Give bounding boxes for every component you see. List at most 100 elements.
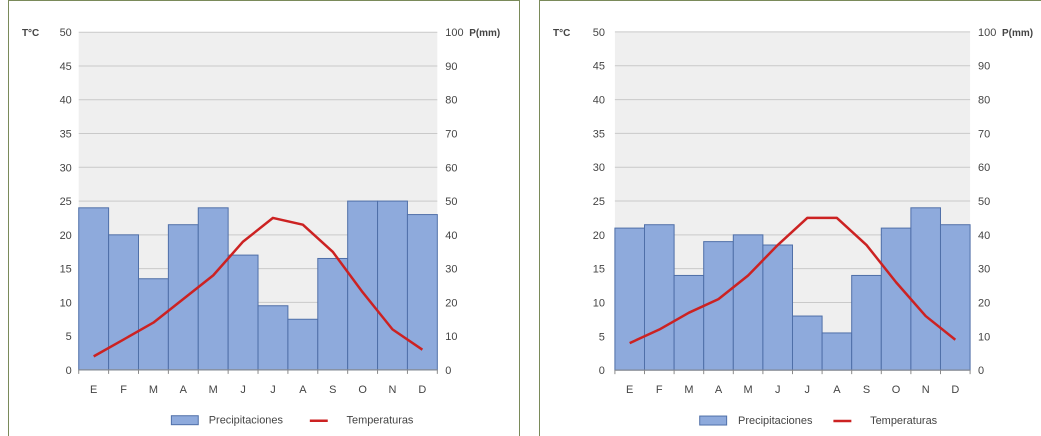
- precip-bar: [851, 274, 882, 371]
- left-axis-tick-label: 15: [593, 264, 605, 276]
- precip-bar: [673, 274, 705, 371]
- precip-bar: [287, 318, 319, 371]
- precip-bar: [167, 224, 199, 371]
- right-axis-tick-label: 30: [978, 264, 990, 276]
- right-axis-tick-label: 60: [978, 162, 990, 174]
- left-axis-tick-label: 35: [593, 128, 605, 140]
- x-category-label: S: [863, 384, 870, 396]
- left-axis-label: T°C: [553, 28, 570, 39]
- precip-bar: [939, 224, 971, 371]
- precip-bar: [197, 207, 229, 371]
- right-axis-tick-label: 20: [978, 297, 990, 309]
- precip-bar: [317, 257, 349, 371]
- legend-temp-label: Temperaturas: [347, 415, 414, 427]
- left-axis-tick-label: 15: [60, 264, 72, 276]
- x-category-label: E: [626, 384, 633, 396]
- left-axis-tick-label: 40: [593, 95, 605, 107]
- x-category-label: F: [120, 384, 127, 396]
- right-axis-tick-label: 100: [978, 27, 996, 39]
- precip-bar: [78, 207, 110, 371]
- precip-bar: [880, 227, 912, 371]
- precip-bar: [644, 224, 675, 371]
- x-category-label: A: [180, 384, 188, 396]
- right-axis-tick-label: 0: [978, 365, 984, 377]
- right-axis-tick-label: 50: [978, 196, 990, 208]
- x-category-label: D: [951, 384, 959, 396]
- legend-precip-swatch: [170, 415, 199, 426]
- left-axis-tick-label: 20: [593, 230, 605, 242]
- x-category-label: M: [149, 384, 158, 396]
- left-axis-tick-label: 20: [60, 230, 72, 242]
- right-axis-tick-label: 40: [978, 230, 990, 242]
- left-axis-tick-label: 5: [66, 331, 72, 343]
- right-axis-tick-label: 80: [978, 95, 990, 107]
- right-axis-tick-label: 90: [978, 61, 990, 73]
- legend-precip-label: Precipitaciones: [738, 415, 813, 427]
- left-axis-tick-label: 45: [60, 61, 72, 73]
- chart-svg-right: 0 5 10 15 20 25 30 35 40 45 50 0 10 20 30 40 50 60 70 80 90 1…: [553, 27, 1033, 427]
- precip-bar: [137, 278, 169, 371]
- precip-bar: [614, 227, 646, 371]
- right-axis-tick-label: 70: [978, 128, 990, 140]
- legend-precip-swatch: [699, 415, 728, 426]
- left-axis-tick-label: 25: [593, 196, 605, 208]
- x-category-label: M: [744, 384, 753, 396]
- x-category-label: A: [299, 384, 307, 396]
- x-category-label: J: [775, 384, 780, 396]
- precip-bar: [910, 207, 941, 371]
- temperature-line: [629, 216, 957, 345]
- left-axis-tick-label: 50: [593, 27, 605, 39]
- left-axis-tick-label: 50: [60, 27, 72, 39]
- climate-chart-right: 0 5 10 15 20 25 30 35 40 45 50 0 10 20 30 40 50 60 70 80 90 1…: [539, 0, 1041, 436]
- precip-bar: [732, 234, 764, 371]
- x-category-label: A: [715, 384, 723, 396]
- legend-precip-label: Precipitaciones: [209, 415, 284, 427]
- precip-bar: [762, 244, 793, 371]
- precip-bar: [821, 332, 853, 371]
- x-category-label: S: [329, 384, 336, 396]
- right-axis-tick-label: 70: [445, 129, 457, 141]
- x-category-label: J: [270, 384, 275, 396]
- legend-temp-label: Temperaturas: [870, 415, 938, 427]
- precip-bar: [703, 241, 734, 371]
- precip-bar: [108, 234, 139, 371]
- x-category-label: A: [833, 384, 841, 396]
- x-category-label: E: [90, 384, 97, 396]
- x-category-label: D: [418, 384, 426, 396]
- right-axis-tick-label: 10: [978, 331, 990, 343]
- precip-bar: [377, 200, 408, 371]
- right-axis-tick-label: 30: [445, 264, 457, 276]
- right-axis-tick-label: 90: [445, 61, 457, 73]
- precip-bar: [406, 214, 438, 371]
- x-category-label: N: [922, 384, 930, 396]
- left-axis-tick-label: 0: [599, 365, 605, 377]
- precip-bar: [257, 305, 289, 371]
- right-axis-tick-label: 100: [445, 27, 463, 39]
- chart-svg-left: 0 5 10 15 20 25 30 35 40 45 50 0 10 20 30 40 50 60 70 80 90 1…: [22, 27, 500, 427]
- x-category-label: N: [389, 384, 397, 396]
- precip-bar: [791, 315, 823, 371]
- left-axis-tick-label: 0: [66, 365, 72, 377]
- x-category-label: M: [209, 384, 218, 396]
- temperature-line: [93, 216, 424, 358]
- left-axis-label: T°C: [22, 28, 39, 39]
- x-category-label: O: [358, 384, 367, 396]
- right-axis-tick-label: 60: [445, 162, 457, 174]
- left-axis-tick-label: 40: [60, 95, 72, 107]
- left-axis-tick-label: 10: [593, 297, 605, 309]
- left-axis-tick-label: 30: [60, 162, 72, 174]
- right-axis-tick-label: 20: [445, 297, 457, 309]
- left-axis-tick-label: 25: [60, 196, 72, 208]
- x-category-label: M: [684, 384, 693, 396]
- precip-bar: [347, 200, 379, 371]
- right-axis-label: P(mm): [469, 28, 500, 39]
- x-category-label: J: [805, 384, 810, 396]
- left-axis-tick-label: 10: [60, 297, 72, 309]
- right-axis-label: P(mm): [1002, 28, 1033, 39]
- left-axis-tick-label: 30: [593, 162, 605, 174]
- climate-chart-left: 0 5 10 15 20 25 30 35 40 45 50 0 10 20 30 40 50 60 70 80 90 1…: [8, 0, 520, 436]
- right-axis-tick-label: 0: [445, 365, 451, 377]
- x-category-label: O: [892, 384, 901, 396]
- right-axis-tick-label: 40: [445, 230, 457, 242]
- left-axis-tick-label: 45: [593, 61, 605, 73]
